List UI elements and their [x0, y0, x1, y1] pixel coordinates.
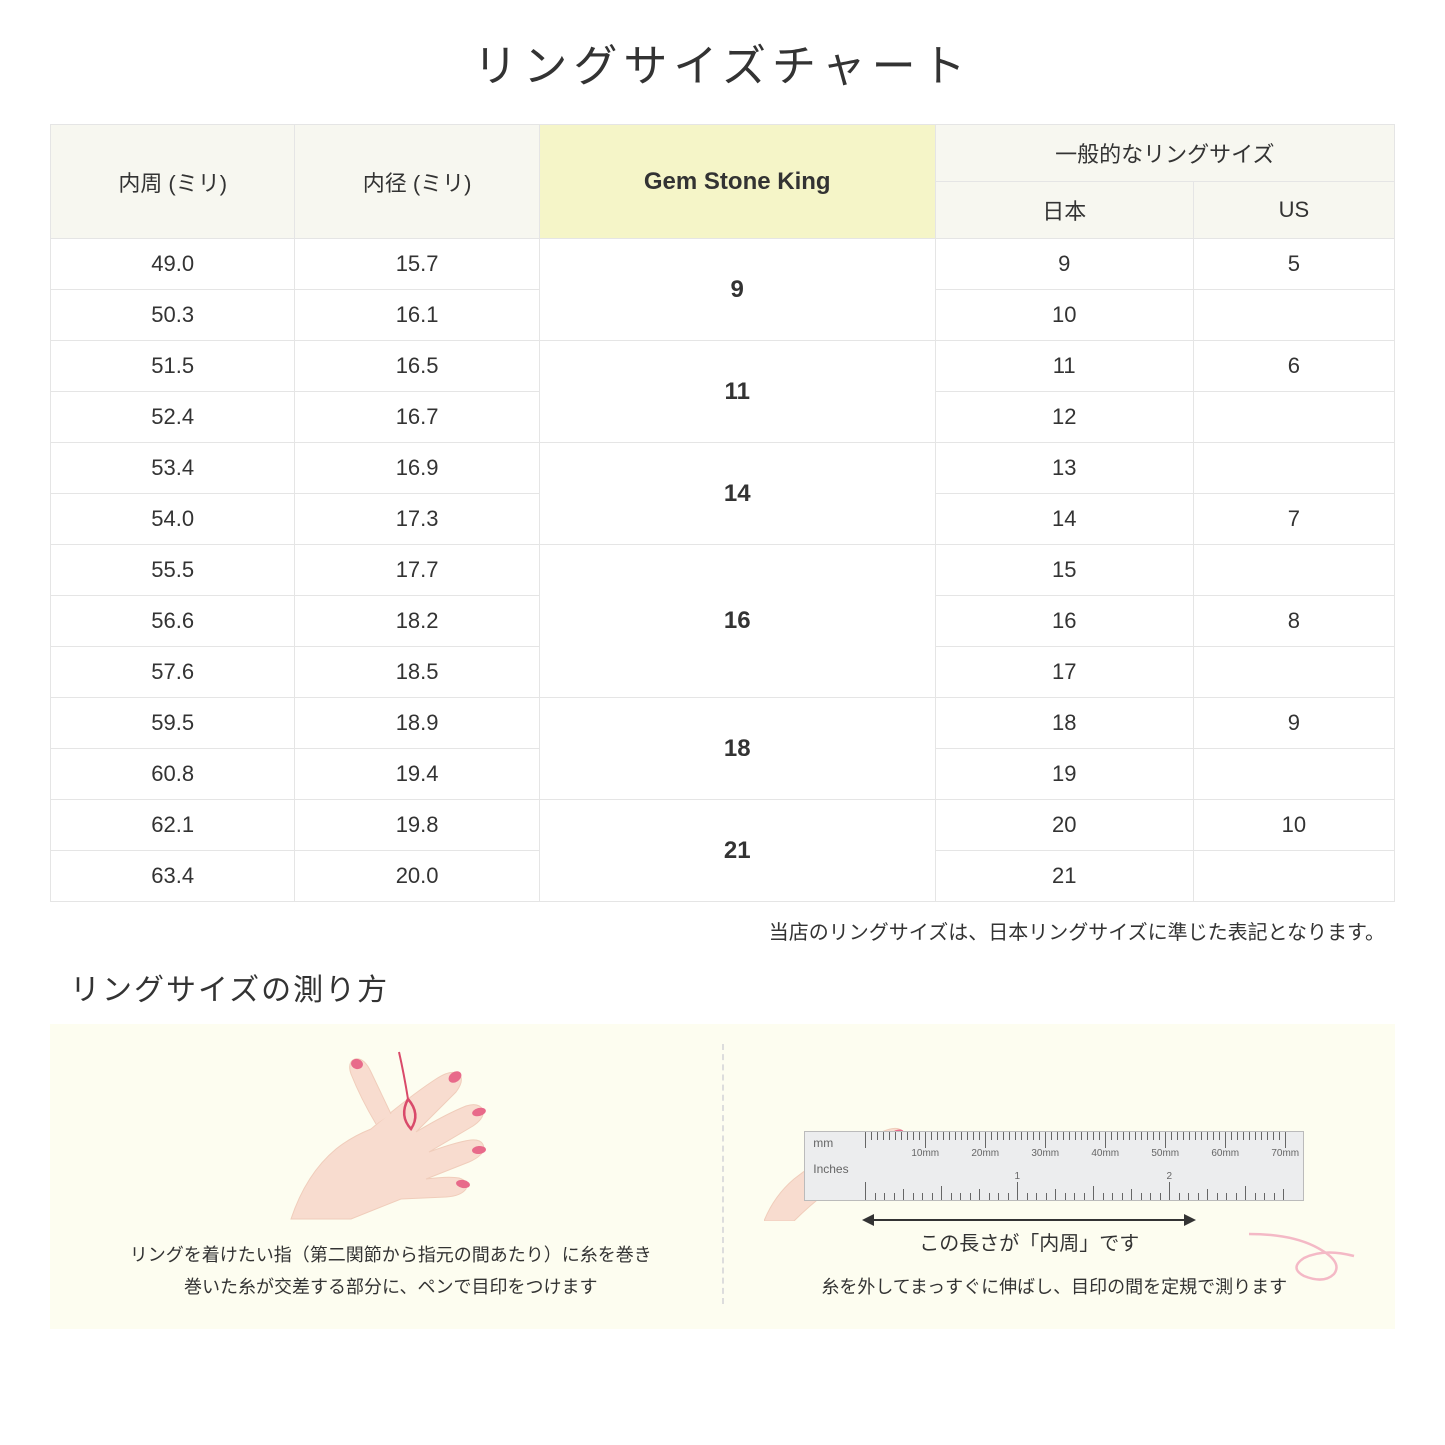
cell-circumference: 56.6 — [51, 596, 295, 647]
cell-diameter: 16.7 — [295, 392, 539, 443]
col-circumference: 内周 (ミリ) — [51, 125, 295, 239]
cell-circumference: 49.0 — [51, 239, 295, 290]
measure-step-1: リングを着けたい指（第二関節から指元の間あたり）に糸を巻き 巻いた糸が交差する部… — [80, 1044, 702, 1304]
cell-us — [1193, 851, 1394, 902]
ruler-mm-tick: 20mm — [971, 1148, 999, 1159]
cell-circumference: 63.4 — [51, 851, 295, 902]
col-general: 一般的なリングサイズ — [935, 125, 1394, 182]
cell-diameter: 20.0 — [295, 851, 539, 902]
cell-circumference: 51.5 — [51, 341, 295, 392]
cell-japan: 16 — [935, 596, 1193, 647]
cell-us: 6 — [1193, 341, 1394, 392]
cell-circumference: 60.8 — [51, 749, 295, 800]
cell-diameter: 17.7 — [295, 545, 539, 596]
cell-japan: 13 — [935, 443, 1193, 494]
ruler-mm-tick: 70mm — [1271, 1148, 1299, 1159]
ruler-mm-label: mm — [813, 1136, 833, 1150]
cell-diameter: 16.1 — [295, 290, 539, 341]
cell-us: 10 — [1193, 800, 1394, 851]
ruler-mm-tick: 30mm — [1031, 1148, 1059, 1159]
chart-note: 当店のリングサイズは、日本リングサイズに準じた表記となります。 — [50, 916, 1395, 945]
cell-diameter: 16.5 — [295, 341, 539, 392]
step-2-text: 糸を外してまっすぐに伸ばし、目印の間を定規で測ります — [821, 1271, 1287, 1303]
ruler-icon: mm Inches 10mm 20mm 30mm 40mm 50mm 60mm 70mm 1… — [804, 1131, 1304, 1201]
cell-us — [1193, 443, 1394, 494]
table-row: 51.516.511116 — [51, 341, 1395, 392]
cell-diameter: 18.5 — [295, 647, 539, 698]
table-row: 62.119.8212010 — [51, 800, 1395, 851]
cell-us — [1193, 647, 1394, 698]
ruler-mm-tick: 40mm — [1091, 1148, 1119, 1159]
cell-diameter: 17.3 — [295, 494, 539, 545]
cell-circumference: 53.4 — [51, 443, 295, 494]
cell-circumference: 54.0 — [51, 494, 295, 545]
col-gsk: Gem Stone King — [539, 125, 935, 239]
cell-gsk: 14 — [539, 443, 935, 545]
cell-gsk: 21 — [539, 800, 935, 902]
cell-japan: 14 — [935, 494, 1193, 545]
ruler-mm-tick: 60mm — [1211, 1148, 1239, 1159]
cell-japan: 18 — [935, 698, 1193, 749]
step-1-text: リングを着けたい指（第二関節から指元の間あたり）に糸を巻き 巻いた糸が交差する部… — [130, 1239, 652, 1304]
cell-diameter: 18.9 — [295, 698, 539, 749]
cell-circumference: 55.5 — [51, 545, 295, 596]
cell-diameter: 16.9 — [295, 443, 539, 494]
ruler-in-tick: 1 — [1014, 1171, 1020, 1182]
cell-diameter: 15.7 — [295, 239, 539, 290]
cell-us: 5 — [1193, 239, 1394, 290]
thread-curl-icon — [1249, 1226, 1359, 1286]
panel-divider — [722, 1044, 724, 1304]
cell-gsk: 16 — [539, 545, 935, 698]
cell-us: 7 — [1193, 494, 1394, 545]
cell-japan: 20 — [935, 800, 1193, 851]
col-us: US — [1193, 182, 1394, 239]
hand-wrap-icon — [251, 1044, 531, 1224]
cell-circumference: 52.4 — [51, 392, 295, 443]
ruler-in-tick: 2 — [1166, 1171, 1172, 1182]
measurement-arrow — [864, 1219, 1194, 1221]
cell-japan: 21 — [935, 851, 1193, 902]
ruler-mm-tick: 10mm — [911, 1148, 939, 1159]
table-row: 55.517.71615 — [51, 545, 1395, 596]
cell-us — [1193, 545, 1394, 596]
cell-japan: 9 — [935, 239, 1193, 290]
ruler-in-label: Inches — [813, 1162, 848, 1176]
cell-circumference: 57.6 — [51, 647, 295, 698]
ruler-mm-tick: 50mm — [1151, 1148, 1179, 1159]
arrow-label: この長さが「内周」です — [864, 1227, 1194, 1256]
table-row: 49.015.7995 — [51, 239, 1395, 290]
cell-us: 9 — [1193, 698, 1394, 749]
cell-japan: 19 — [935, 749, 1193, 800]
cell-us — [1193, 749, 1394, 800]
cell-diameter: 19.4 — [295, 749, 539, 800]
measure-panel: リングを着けたい指（第二関節から指元の間あたり）に糸を巻き 巻いた糸が交差する部… — [50, 1024, 1395, 1329]
cell-us: 8 — [1193, 596, 1394, 647]
cell-diameter: 19.8 — [295, 800, 539, 851]
cell-japan: 15 — [935, 545, 1193, 596]
measure-title: リングサイズの測り方 — [50, 965, 1395, 1009]
cell-gsk: 18 — [539, 698, 935, 800]
cell-japan: 12 — [935, 392, 1193, 443]
col-diameter: 内径 (ミリ) — [295, 125, 539, 239]
cell-japan: 11 — [935, 341, 1193, 392]
cell-gsk: 11 — [539, 341, 935, 443]
size-chart-table: 内周 (ミリ) 内径 (ミリ) Gem Stone King 一般的なリングサイ… — [50, 124, 1395, 902]
page-title: リングサイズチャート — [50, 30, 1395, 94]
cell-circumference: 50.3 — [51, 290, 295, 341]
col-japan: 日本 — [935, 182, 1193, 239]
cell-circumference: 62.1 — [51, 800, 295, 851]
cell-us — [1193, 392, 1394, 443]
cell-us — [1193, 290, 1394, 341]
cell-circumference: 59.5 — [51, 698, 295, 749]
table-row: 53.416.91413 — [51, 443, 1395, 494]
cell-japan: 17 — [935, 647, 1193, 698]
cell-gsk: 9 — [539, 239, 935, 341]
measure-step-2: mm Inches 10mm 20mm 30mm 40mm 50mm 60mm 70mm 1… — [744, 1044, 1366, 1304]
cell-diameter: 18.2 — [295, 596, 539, 647]
table-row: 59.518.918189 — [51, 698, 1395, 749]
cell-japan: 10 — [935, 290, 1193, 341]
